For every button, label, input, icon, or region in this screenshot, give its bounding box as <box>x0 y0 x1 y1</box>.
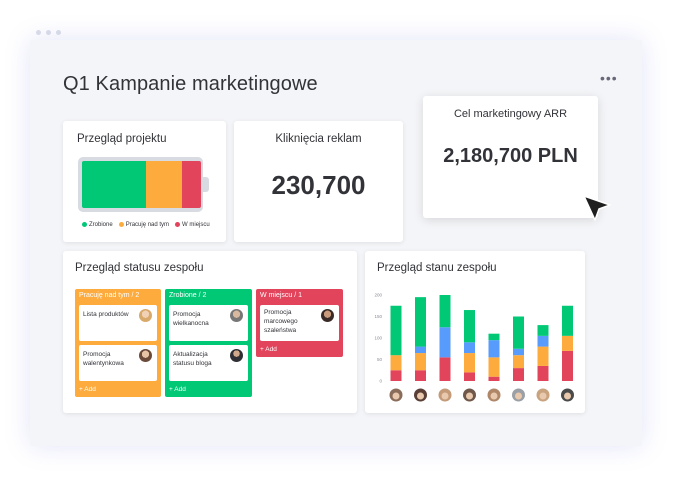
bar-segment <box>464 353 475 373</box>
y-tick-label: 0 <box>379 379 382 384</box>
ad-clicks-card <box>234 121 403 242</box>
bar-segment <box>439 295 451 328</box>
bar-segment <box>439 327 451 358</box>
add-item-button[interactable]: + Add <box>260 346 277 353</box>
ad-clicks-value: 230,700 <box>271 170 366 200</box>
bar-segment <box>464 310 475 343</box>
bar-segment <box>415 353 426 371</box>
kanban-card[interactable]: Lista produktów <box>79 305 157 341</box>
bar-segment <box>488 340 500 358</box>
kanban-column-header: Pracuję nad tym / 2 <box>79 292 140 299</box>
progress-working-segment <box>146 161 182 208</box>
y-tick-label: 200 <box>374 293 382 298</box>
bar-segment <box>537 335 549 347</box>
avatar-face <box>515 392 522 400</box>
bar-segment <box>415 297 426 347</box>
kanban-column-stuck: W miejscu / 1 Promocja marcowego szaleńs… <box>256 289 343 357</box>
avatar <box>139 349 152 362</box>
bar-segment <box>513 316 524 349</box>
arr-goal-card <box>423 96 598 218</box>
more-horizontal-icon[interactable]: ••• <box>600 70 618 86</box>
bar-segment <box>562 350 573 381</box>
bar-segment <box>513 348 524 356</box>
avatar <box>230 349 243 362</box>
legend-item-stuck: W miejscu <box>175 222 210 228</box>
avatar-face <box>539 392 547 400</box>
avatar-face <box>490 392 498 400</box>
kanban-card[interactable]: Promocja marcowego szaleństwa <box>260 305 339 341</box>
team-state-title: Przegląd stanu zespołu <box>377 262 497 274</box>
avatar <box>321 309 334 322</box>
bar-segment <box>390 355 402 371</box>
bar-segment <box>562 335 573 351</box>
bar-segment <box>537 325 549 336</box>
kanban-column-working: Pracuję nad tym / 2 Lista produktów Prom… <box>75 289 161 397</box>
legend-item-done: Zrobione <box>82 222 113 228</box>
kanban-card[interactable]: Promocja walentynkowa <box>79 345 157 381</box>
add-item-button[interactable]: + Add <box>169 386 186 393</box>
bar-segment <box>390 370 402 381</box>
battery-tip <box>203 177 209 192</box>
bar-segment <box>488 376 500 381</box>
avatar-face <box>564 392 571 400</box>
avatar <box>139 309 152 322</box>
progress-legend: Zrobione Pracuję nad tym W miejscu <box>82 222 210 228</box>
bar-segment <box>415 346 426 354</box>
y-tick-label: 150 <box>374 314 382 319</box>
bar-segment <box>415 370 426 381</box>
kanban-card[interactable]: Promocja wielkanocna <box>169 305 248 341</box>
ad-clicks-title: Kliknięcia reklam <box>275 133 362 145</box>
bar-segment <box>439 357 451 381</box>
bar-segment <box>390 305 402 356</box>
avatar <box>230 309 243 322</box>
bar-segment <box>537 365 549 381</box>
kanban-column-header: W miejscu / 1 <box>260 292 303 299</box>
mouse-cursor-icon <box>583 195 611 221</box>
bar-segment <box>513 368 524 381</box>
project-overview-title: Przegląd projektu <box>77 133 167 145</box>
bar-segment <box>488 333 500 341</box>
page-title: Q1 Kampanie marketingowe <box>63 73 318 95</box>
arr-goal-title: Cel marketingowy ARR <box>453 108 568 120</box>
avatar-face <box>392 392 400 400</box>
legend-item-working: Pracuję nad tym <box>118 222 169 228</box>
kanban-column-done: Zrobione / 2 Promocja wielkanocna Aktual… <box>165 289 252 397</box>
kanban-card[interactable]: Aktualizacja statusu bloga <box>169 345 248 381</box>
bar-segment <box>464 372 475 381</box>
avatar-face <box>441 392 449 400</box>
bar-segment <box>513 355 524 369</box>
avatar-face <box>417 392 424 400</box>
progress-battery <box>78 157 203 212</box>
bar-segment <box>562 305 573 336</box>
arr-goal-value: 2,180,700 PLN <box>443 145 578 167</box>
add-item-button[interactable]: + Add <box>79 386 96 393</box>
bar-segment <box>464 342 475 354</box>
progress-stuck-segment <box>181 161 201 208</box>
team-status-title: Przegląd statusu zespołu <box>75 262 204 274</box>
y-tick-label: 100 <box>374 336 382 341</box>
progress-done-segment <box>82 161 147 208</box>
bar-segment <box>488 357 500 377</box>
y-tick-label: 50 <box>377 357 383 362</box>
kanban-column-header: Zrobione / 2 <box>169 292 207 299</box>
team-state-chart: 200 150 100 50 0 <box>374 293 574 402</box>
bar-segment <box>537 346 549 366</box>
window-dots <box>36 30 61 35</box>
avatar-face <box>466 392 473 400</box>
